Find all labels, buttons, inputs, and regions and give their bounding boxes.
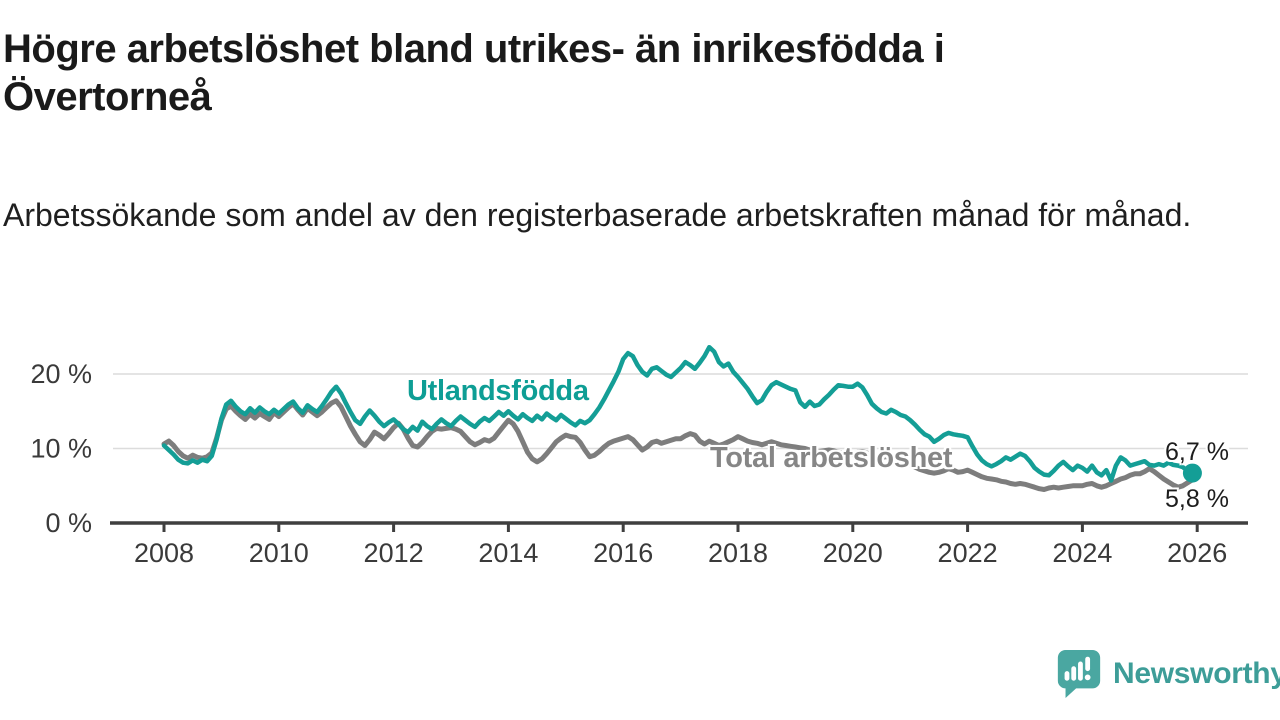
bar-tall <box>1078 662 1083 681</box>
x-axis-tick-label: 2022 <box>938 538 998 568</box>
newsworthy-logo: Newsworthy <box>1056 649 1280 699</box>
y-axis-tick-label: 20 % <box>30 359 92 389</box>
exclamation-dot <box>1085 674 1091 680</box>
x-axis-tick-label: 2018 <box>708 538 768 568</box>
exclamation-stem <box>1085 657 1090 671</box>
x-axis-tick-label: 2026 <box>1167 538 1227 568</box>
unemployment-line-chart: 0 % 10 % 20 % 2008 2010 2012 2014 2016 2018 2020 2… <box>0 0 1280 720</box>
bar-medium <box>1071 666 1076 680</box>
x-axis-tick-label: 2010 <box>249 538 309 568</box>
series-label-total-arbetsloshet: Total arbetslöshet <box>710 442 952 475</box>
bar-small <box>1065 671 1070 681</box>
y-axis-tick-label: 10 % <box>30 434 92 464</box>
x-axis-tick-label: 2016 <box>593 538 653 568</box>
x-axis-tick-label: 2012 <box>364 538 424 568</box>
end-value-utlandsfodda: 6,7 % <box>1165 438 1229 467</box>
x-axis-tick-label: 2020 <box>823 538 883 568</box>
series-line-utlandsfodda <box>164 347 1192 480</box>
y-axis-tick-label: 0 % <box>45 508 92 538</box>
x-axis-tick-label: 2008 <box>134 538 194 568</box>
newsworthy-logo-icon <box>1056 649 1102 699</box>
series-line-total <box>164 401 1192 490</box>
end-value-total: 5,8 % <box>1165 485 1229 514</box>
x-axis-tick-label: 2024 <box>1052 538 1112 568</box>
newsworthy-logo-text: Newsworthy <box>1113 657 1280 691</box>
series-label-utlandsfodda: Utlandsfödda <box>407 375 589 408</box>
x-axis-tick-label: 2014 <box>478 538 538 568</box>
